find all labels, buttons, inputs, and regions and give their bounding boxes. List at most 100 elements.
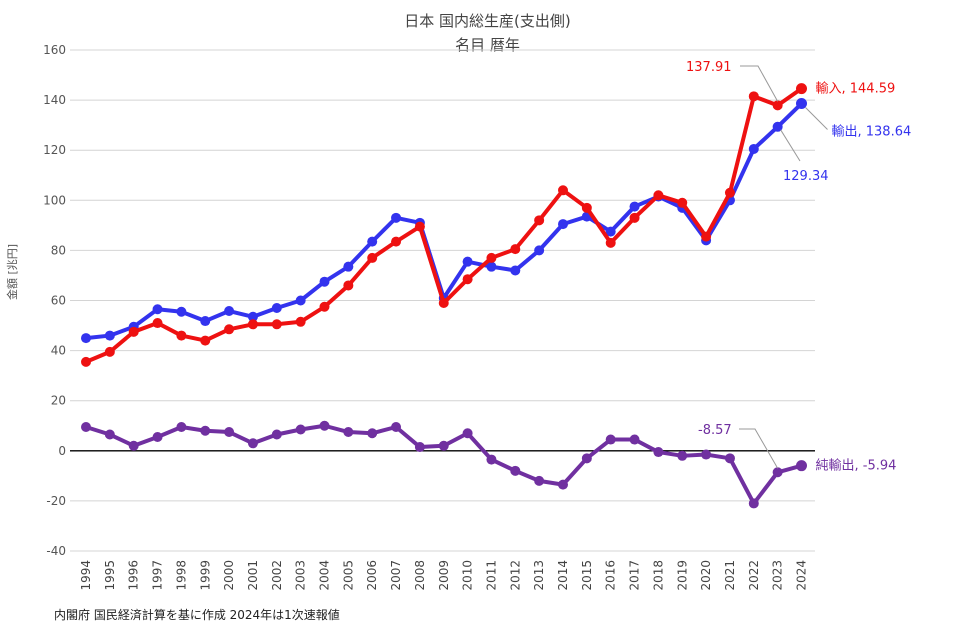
data-point [295, 316, 306, 327]
data-point [605, 434, 616, 445]
data-point [796, 83, 807, 95]
chart-title: 日本 国内総生産(支出側) [404, 12, 571, 30]
data-point [128, 326, 139, 337]
data-point [414, 221, 425, 232]
y-tick-label: -20 [46, 494, 66, 508]
data-point [510, 244, 521, 255]
data-point [701, 231, 712, 242]
data-point [486, 252, 497, 263]
data-point [176, 422, 187, 433]
line-chart: -40 -20 0 20 40 60 80 100 120 140 160 1994 1995 1996… [43, 43, 912, 591]
x-tick-label: 1995 [103, 560, 117, 591]
data-point [81, 333, 91, 344]
callout-label: 129.34 [783, 169, 829, 184]
data-point [343, 427, 354, 438]
data-point [510, 465, 521, 476]
x-tick-label: 1994 [79, 560, 93, 591]
data-point [724, 187, 735, 198]
x-tick-label: 2016 [604, 560, 618, 591]
data-point [391, 212, 402, 223]
data-point [534, 475, 545, 486]
data-point [271, 429, 282, 440]
data-point [724, 453, 735, 464]
series-group [81, 83, 807, 509]
data-point [152, 304, 163, 315]
y-tick-label: -40 [46, 544, 66, 558]
data-point [534, 245, 545, 256]
data-point [247, 319, 258, 330]
x-tick-label: 2012 [508, 560, 522, 591]
data-point [224, 427, 235, 438]
data-point [462, 428, 473, 439]
data-point [224, 306, 235, 317]
callout-leader [739, 428, 779, 469]
source-note: 内閣府 国民経済計算を基に作成 2024年は1次速報値 [54, 608, 340, 622]
data-point [343, 280, 354, 291]
x-tick-label: 2014 [556, 560, 570, 591]
data-point [176, 330, 187, 341]
x-tick-label: 2011 [484, 560, 498, 591]
data-point [200, 316, 211, 327]
data-point [748, 91, 759, 102]
data-point [605, 226, 616, 237]
data-point [367, 428, 378, 439]
x-tick-label: 2021 [723, 560, 737, 591]
data-point [319, 420, 330, 431]
data-point [104, 330, 115, 341]
y-tick-label: 40 [51, 344, 66, 358]
x-tick-label: 2017 [628, 560, 642, 591]
callout-label: 137.91 [686, 60, 732, 75]
series-end-label: 純輸出, -5.94 [816, 459, 897, 474]
data-point [343, 261, 354, 272]
y-tick-label: 140 [43, 93, 66, 107]
data-point [295, 424, 306, 435]
data-point [486, 261, 497, 272]
data-point [152, 318, 163, 329]
data-point [677, 450, 688, 461]
callout-label: -8.57 [698, 423, 732, 438]
x-tick-label: 2013 [532, 560, 546, 591]
data-point [629, 212, 640, 223]
data-point [772, 100, 783, 111]
data-point [772, 121, 783, 132]
x-tick-label: 1996 [127, 560, 141, 591]
data-point [295, 295, 306, 306]
x-tick-label: 2002 [270, 560, 284, 591]
data-point [438, 440, 449, 451]
data-point [319, 276, 330, 287]
data-point [367, 252, 378, 263]
data-point [391, 236, 402, 247]
x-tick-label: 2007 [389, 560, 403, 591]
data-point [391, 422, 402, 433]
x-tick-label: 2024 [795, 560, 809, 591]
data-point [558, 219, 568, 230]
data-point [796, 98, 807, 110]
y-tick-label: 100 [43, 193, 66, 207]
data-point [81, 356, 91, 367]
data-point [247, 311, 258, 322]
x-tick-labels: 1994 1995 1996 1997 1998 1999 2000 2001 2002 2003… [79, 560, 809, 591]
x-tick-label: 2020 [699, 560, 713, 591]
data-point [176, 306, 187, 317]
data-point [462, 256, 473, 267]
data-point [224, 324, 235, 335]
y-tick-labels: -40 -20 0 20 40 60 80 100 120 140 160 [43, 43, 66, 558]
data-point [629, 434, 640, 445]
series-line-2 [84, 423, 804, 506]
x-tick-label: 2023 [771, 560, 785, 591]
data-point [653, 190, 664, 201]
x-tick-label: 2003 [294, 560, 308, 591]
data-point [748, 498, 759, 509]
data-point [367, 236, 378, 247]
data-point [581, 202, 592, 213]
x-tick-label: 2006 [365, 560, 379, 591]
x-tick-label: 2000 [222, 560, 236, 591]
data-point [104, 429, 115, 440]
x-tick-label: 1999 [198, 560, 212, 591]
data-point [81, 422, 91, 433]
x-tick-label: 2018 [651, 560, 665, 591]
series-end-label: 輸出, 138.64 [832, 125, 912, 140]
y-tick-label: 80 [51, 243, 66, 257]
grid-lines [70, 49, 815, 552]
data-point [558, 479, 568, 490]
